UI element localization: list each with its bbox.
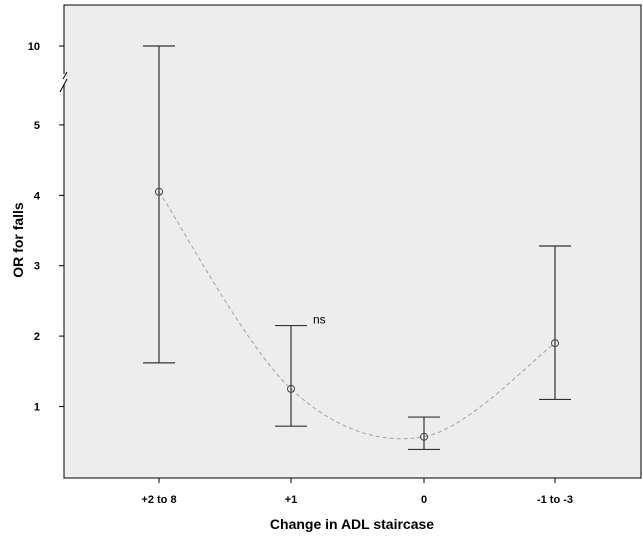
y-tick-label: 2 <box>34 331 40 343</box>
data-point <box>155 187 163 196</box>
y-tick-label: 3 <box>34 261 40 273</box>
x-tick-label: -1 to -3 <box>537 494 573 506</box>
x-axis: +2 to 8 +1 0 -1 to -3 <box>141 478 573 506</box>
y-axis: 1 2 3 4 5 10 <box>28 41 68 414</box>
trend-line-group <box>158 191 556 440</box>
y-tick-label: 1 <box>34 402 40 414</box>
x-axis-title: Change in ADL staircase <box>270 516 434 532</box>
x-tick-label: 0 <box>421 494 427 506</box>
y-axis-title: OR for falls <box>10 202 26 278</box>
annotations: ns <box>313 313 326 327</box>
y-tick-label: 4 <box>34 190 41 202</box>
plot-area <box>63 4 642 479</box>
trend-line <box>158 191 556 440</box>
y-tick-label: 5 <box>34 120 40 132</box>
axis-break-marker <box>59 71 68 93</box>
y-tick-label: 10 <box>28 41 40 53</box>
points <box>155 187 559 441</box>
annotation-ns: ns <box>313 313 326 327</box>
error-bars <box>143 45 571 451</box>
x-tick-label: +2 to 8 <box>141 494 176 506</box>
axis-break-gap <box>62 74 66 84</box>
data-point <box>287 384 295 393</box>
data-point <box>551 339 559 348</box>
x-tick-label: +1 <box>285 494 298 506</box>
data-point <box>420 432 428 441</box>
